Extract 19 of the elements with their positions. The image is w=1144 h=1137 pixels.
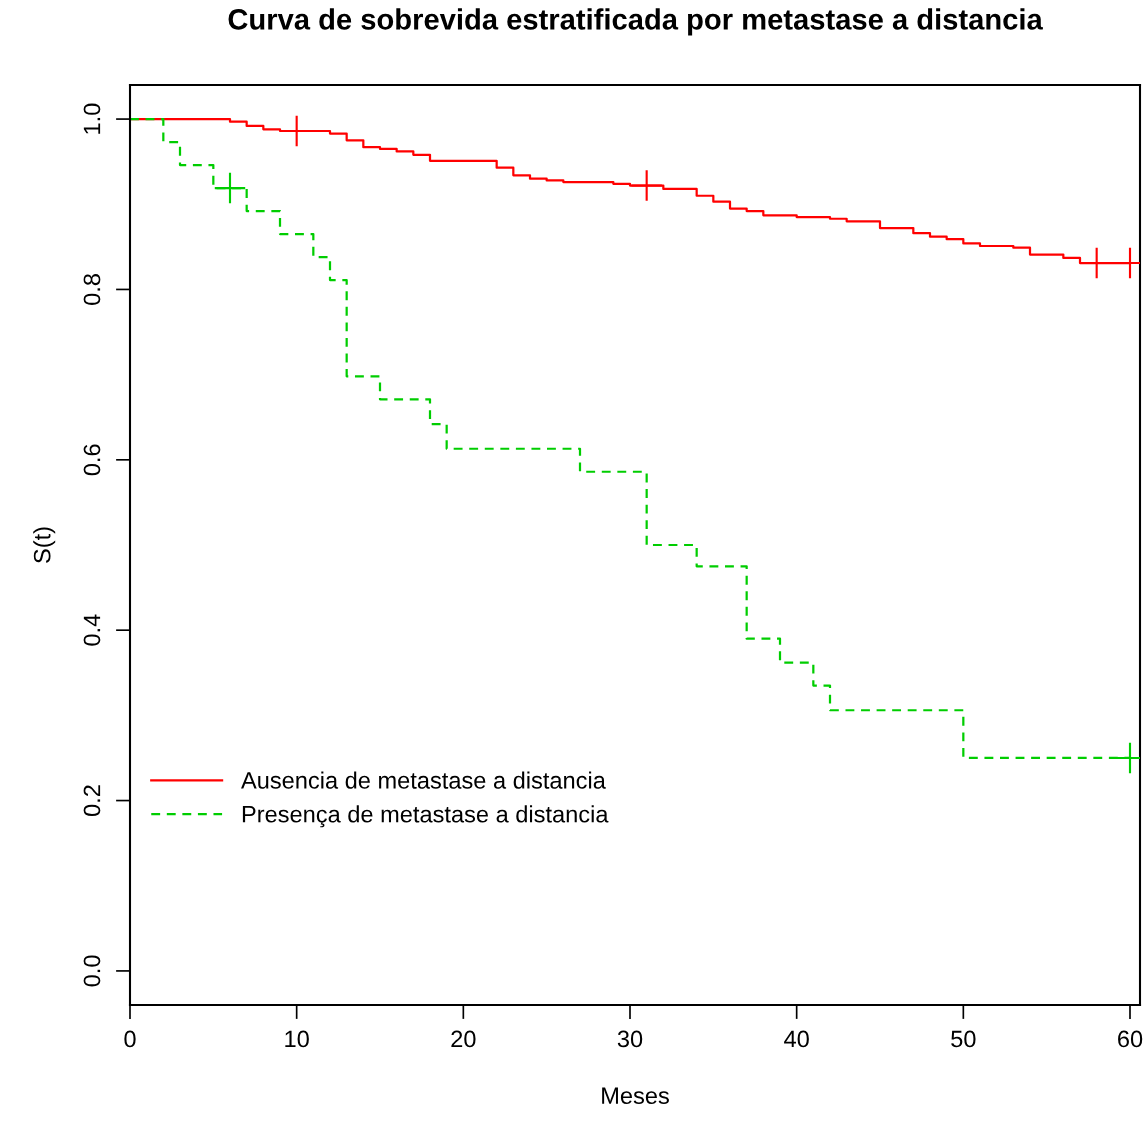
y-tick-label: 0.2 <box>83 785 101 817</box>
x-tick-label: 10 <box>285 1030 309 1048</box>
y-tick-label: 0.4 <box>83 614 101 646</box>
chart-title: Curva de sobrevida estratificada por metastase a distancia <box>228 8 1043 36</box>
x-tick-label: 50 <box>951 1030 976 1048</box>
x-axis-title: Meses <box>602 1087 669 1105</box>
point <box>631 170 662 201</box>
x-tick-label: 60 <box>1118 1030 1143 1048</box>
y-tick-label: 0.6 <box>83 444 101 476</box>
x-tick-label: 30 <box>617 1030 643 1048</box>
y-axis-title: S(t) <box>33 527 56 563</box>
x-tick-label: 20 <box>451 1030 476 1048</box>
y-tick-label: 0.0 <box>83 955 101 987</box>
y-tick-label: 0.8 <box>83 274 101 305</box>
x-tick-label: 40 <box>784 1030 809 1048</box>
x-tick-label: 0 <box>124 1030 136 1048</box>
legend-label: Presença de metastase a distancia <box>242 805 609 828</box>
y-tick-label: 1.0 <box>83 103 101 134</box>
legend-label: Ausencia de metastase a distancia <box>241 771 606 789</box>
